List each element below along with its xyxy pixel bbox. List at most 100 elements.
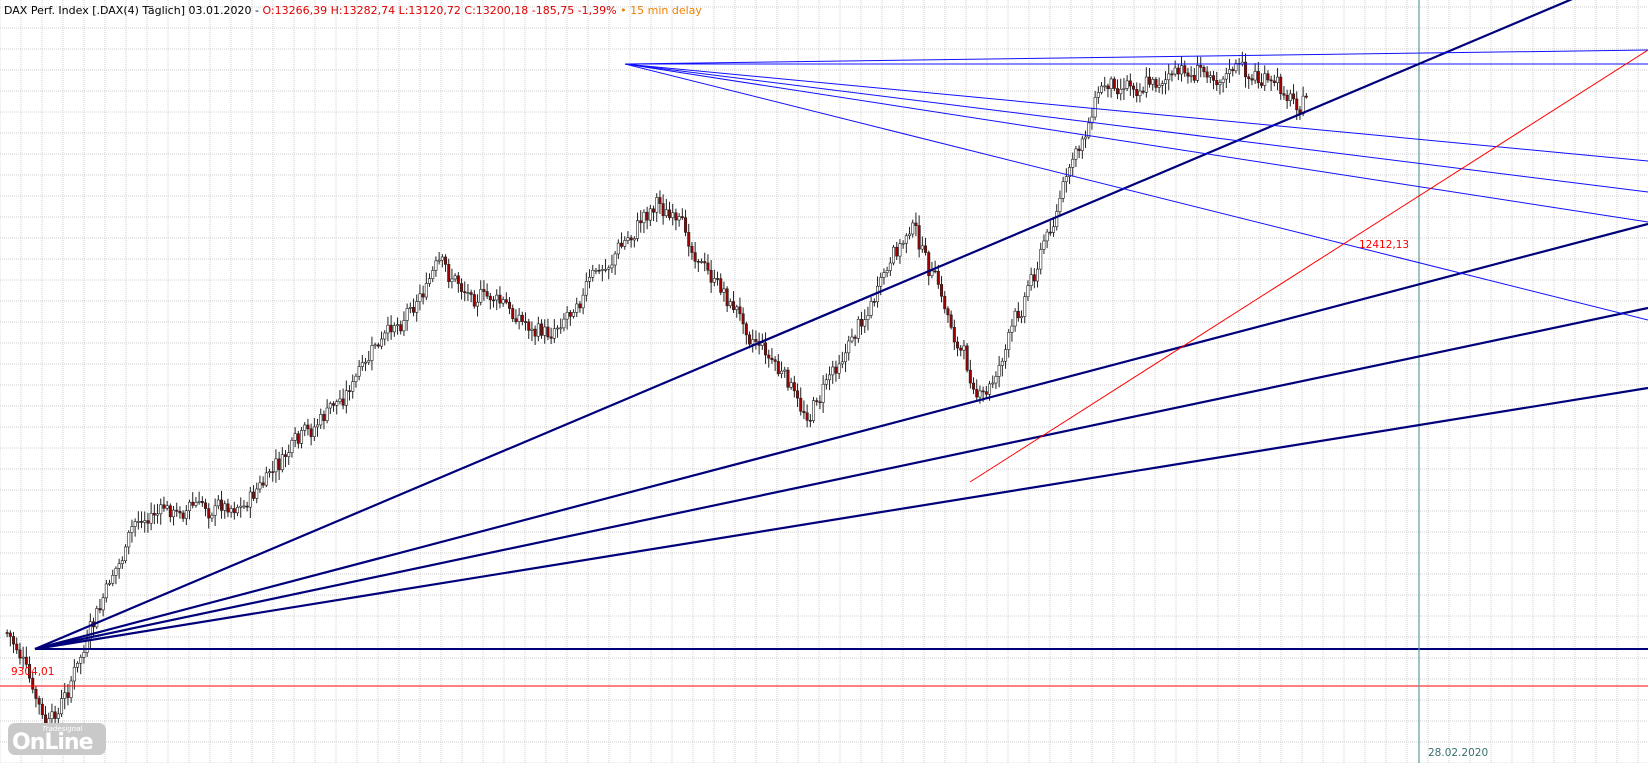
candle-body	[472, 294, 476, 307]
candlestick-series	[5, 51, 1308, 734]
candle	[517, 307, 521, 330]
candle	[405, 303, 409, 331]
candle-body	[1183, 65, 1187, 74]
candle	[492, 296, 496, 308]
candle-body	[197, 501, 201, 503]
candle-body	[1045, 231, 1049, 242]
candle-body	[1087, 122, 1091, 138]
candle	[143, 511, 147, 533]
candle-body	[172, 509, 176, 518]
candle-body	[780, 370, 784, 374]
candle-body	[140, 521, 144, 523]
candle-body	[680, 216, 684, 219]
candle	[338, 390, 342, 405]
candle-body	[936, 271, 940, 285]
candle	[917, 215, 921, 258]
candle-body	[1119, 88, 1123, 95]
candle	[63, 683, 67, 710]
candle-body	[674, 212, 678, 221]
gann-fan-line-2	[34, 222, 1648, 651]
candle	[984, 385, 988, 399]
candle-body	[248, 491, 252, 508]
candle-body	[735, 306, 739, 310]
candle-body	[194, 502, 198, 506]
candle	[767, 349, 771, 368]
candle	[1244, 53, 1248, 88]
candle-body	[831, 366, 835, 376]
candle-body	[354, 375, 358, 382]
candle-body	[1250, 78, 1254, 81]
candle	[344, 380, 348, 414]
candle-body	[277, 458, 281, 471]
candle	[863, 309, 867, 334]
candle	[706, 254, 710, 275]
candle-body	[309, 428, 313, 437]
candle	[1010, 319, 1014, 342]
candle-body	[527, 321, 531, 331]
candle	[786, 367, 790, 391]
candle-body	[722, 288, 726, 293]
candle	[450, 268, 454, 289]
candle	[287, 444, 291, 465]
trendline-value-label: 12412,13	[1359, 239, 1409, 251]
candle-body	[492, 299, 496, 302]
candle	[82, 645, 86, 664]
candle	[1084, 130, 1088, 149]
candle	[50, 703, 54, 727]
candle	[1183, 60, 1187, 77]
candle	[232, 501, 236, 520]
candle-body	[1231, 69, 1235, 72]
candle-body	[524, 321, 528, 323]
candle	[837, 354, 841, 379]
candle-body	[463, 291, 467, 294]
candle-body	[245, 505, 249, 508]
candle	[1052, 216, 1056, 237]
candle	[844, 343, 848, 373]
candle-body	[623, 240, 627, 247]
candle	[389, 315, 393, 340]
candle-body	[783, 369, 787, 372]
candle	[1269, 75, 1273, 91]
candle-body	[1260, 82, 1264, 86]
candle	[204, 498, 208, 517]
candle	[255, 482, 259, 504]
candle-body	[994, 376, 998, 384]
instrument-title: DAX Perf. Index [.DAX(4) Täglich] 03.01.…	[4, 4, 259, 17]
candle-body	[988, 383, 992, 395]
candle-body	[975, 388, 979, 398]
candle-body	[24, 656, 28, 665]
candle	[607, 265, 611, 280]
candle	[1234, 59, 1238, 74]
candle	[226, 498, 230, 518]
candle	[847, 335, 851, 361]
candle	[831, 360, 835, 384]
candle-body	[56, 713, 60, 719]
candle-body	[607, 267, 611, 270]
candle	[130, 519, 134, 543]
candle-body	[581, 294, 585, 309]
candle-body	[808, 419, 812, 422]
candle	[719, 273, 723, 296]
candle-body	[1106, 85, 1110, 90]
candle	[1135, 82, 1139, 103]
candle-body	[236, 507, 240, 514]
tradesignal-online-logo: Tradesignal OnLine	[8, 723, 106, 755]
candle-body	[828, 374, 832, 381]
candle	[658, 190, 662, 215]
candle	[524, 312, 528, 331]
candle-body	[1032, 274, 1036, 282]
candle	[1180, 56, 1184, 82]
candle-body	[476, 301, 480, 307]
candle	[508, 297, 512, 315]
candle-body	[946, 308, 950, 316]
candle-body	[1279, 76, 1283, 94]
candle	[972, 377, 976, 395]
candle	[303, 422, 307, 437]
candle	[1167, 63, 1171, 91]
candle	[901, 240, 905, 249]
candle-body	[348, 390, 352, 392]
candle-body	[594, 269, 598, 272]
candle	[181, 510, 185, 522]
candle	[869, 297, 873, 319]
candle-body	[168, 505, 172, 518]
